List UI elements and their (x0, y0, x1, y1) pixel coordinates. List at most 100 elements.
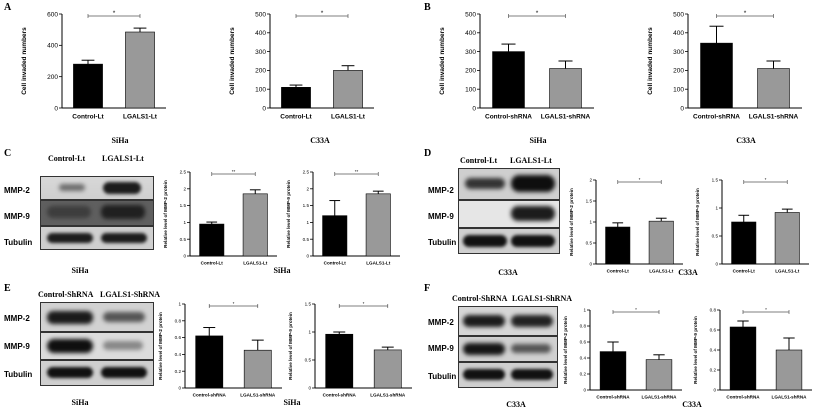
y-axis-label: Relative level of MMP-9 protein (286, 180, 291, 248)
y-tick-label: 200 (465, 68, 476, 75)
y-tick-label: 0.8 (175, 318, 182, 323)
y-tick-label: 300 (673, 49, 684, 56)
category-label: LGALS1-Lt (649, 269, 673, 274)
y-tick-label: 0.5 (586, 241, 593, 246)
panel-label-e: E (4, 283, 11, 294)
y-tick-label: 200 (47, 74, 58, 81)
category-label: LGALS1-Lt (331, 114, 366, 121)
bar (700, 42, 733, 109)
caption-e-blot: SiHa (71, 398, 89, 407)
y-axis-label: Relative level of MMP-2 protein (163, 180, 168, 248)
y-axis-label: Cell invaded numbers (439, 27, 446, 95)
chart-a-siha: Cell invaded numbers 0 200 400 600 Control-Lt… (21, 10, 166, 121)
blot-d-row-mmp9: MMP-9 (428, 212, 454, 221)
significance-marker: * (639, 177, 641, 182)
significance-marker: * (363, 301, 365, 306)
y-tick-label: 500 (465, 11, 476, 18)
chart-d-mmp9: Relative level of MMP-9 protein 0 0.5 1 1.5 C… (695, 177, 809, 274)
y-tick-label: 300 (465, 49, 476, 56)
bar (365, 193, 391, 257)
blot-c-row-mmp9: MMP-9 (4, 212, 30, 221)
category-label: LGALS1-shRNA (240, 393, 276, 398)
panel-label-f: F (424, 283, 431, 294)
y-tick-label: 1 (183, 220, 186, 225)
blot-d-lane-lgals1: LGALS1-Lt (510, 156, 552, 165)
bar (757, 68, 790, 109)
bar (242, 193, 268, 257)
chart-c-mmp2: Relative level of MMP-2 protein 0 0.5 1 1.5 2… (163, 169, 277, 266)
y-tick-label: 0 (262, 105, 266, 112)
blot-f-mmp9-band (458, 336, 558, 362)
y-tick-label: 400 (255, 30, 266, 37)
y-tick-label: 100 (465, 86, 476, 93)
blot-d: Control-Lt LGALS1-Lt MMP-2 MMP-9 Tubulin (424, 150, 564, 262)
blot-c-lane-control: Control-Lt (48, 154, 86, 163)
bar (333, 70, 363, 109)
blot-e-row-mmp9: MMP-9 (4, 342, 30, 351)
y-tick-label: 1 (308, 330, 311, 335)
caption-b-left: SiHa (529, 136, 547, 145)
category-label: LGALS1-shRNA (772, 395, 808, 400)
blot-d-row-mmp2: MMP-2 (428, 186, 454, 195)
category-label: Control-Lt (733, 269, 756, 274)
y-tick-label: 400 (465, 30, 476, 37)
bar (648, 220, 674, 265)
bar (199, 223, 225, 257)
y-tick-label: 2 (306, 186, 309, 191)
category-label: Control-Lt (201, 261, 224, 266)
y-tick-label: 0 (472, 105, 476, 112)
significance-marker: * (765, 307, 767, 312)
y-tick-label: 0.5 (180, 237, 187, 242)
blot-c-row-mmp2: MMP-2 (4, 186, 30, 195)
y-axis-label: Cell invaded numbers (229, 27, 236, 95)
category-label: Control-Lt (324, 261, 347, 266)
chart-f-mmp2: Relative level of MMP-2 protein 0 0.2 0.4 0.… (563, 307, 682, 400)
bar (599, 351, 627, 391)
blot-e-lane-control: Control-ShRNA (38, 290, 94, 299)
bar (243, 349, 272, 389)
y-tick-label: 0.6 (710, 328, 717, 333)
bar (549, 68, 582, 109)
significance-marker: * (635, 307, 637, 312)
chart-c-mmp9: Relative level of MMP-9 protein 0 0.5 1 1.5 2… (286, 169, 400, 266)
y-tick-label: 0.5 (303, 237, 310, 242)
bar (281, 87, 311, 109)
blot-c-mmp2-band (40, 176, 154, 200)
y-tick-label: 1.5 (180, 203, 187, 208)
blot-e-mmp9-band (40, 332, 154, 360)
category-label: LGALS1-shRNA (642, 395, 678, 400)
blot-f-row-mmp2: MMP-2 (428, 318, 454, 327)
caption-d-blot: C33A (498, 268, 518, 277)
blot-f-row-tubulin: Tubulin (428, 372, 457, 381)
significance-marker: * (765, 177, 767, 182)
y-tick-label: 0 (713, 388, 716, 393)
chart-e-mmp2: Relative level of MMP-2 protein 0 0.2 0.4 0.… (158, 301, 282, 398)
chart-f-mmp9: Relative level of MMP-9 protein 0 0.2 0.4 0.… (693, 307, 812, 400)
y-tick-label: 1 (583, 308, 586, 313)
caption-d-chart: C33A (678, 268, 698, 277)
y-tick-label: 0.2 (580, 372, 587, 377)
y-axis-label: Relative level of MMP-2 protein (158, 312, 163, 380)
caption-c-chart: SiHa (273, 266, 291, 275)
category-label: Control-Lt (280, 114, 312, 121)
caption-b-right: C33A (736, 136, 756, 145)
blot-e-row-mmp2: MMP-2 (4, 314, 30, 323)
y-tick-label: 0.4 (580, 356, 587, 361)
y-tick-label: 0.2 (710, 368, 717, 373)
category-label: LGALS1-shRNA (370, 393, 406, 398)
y-tick-label: 0 (54, 105, 58, 112)
y-tick-label: 0 (715, 262, 718, 267)
bar (325, 333, 354, 389)
y-axis-label: Relative level of MMP-9 protein (693, 316, 698, 384)
chart-b-siha: Cell invaded numbers 0 100 200 300 400 500 Cont… (439, 10, 594, 121)
category-label: Control-shRNA (323, 393, 357, 398)
y-tick-label: 0 (583, 388, 586, 393)
y-tick-label: 400 (47, 43, 58, 50)
bar (775, 349, 803, 391)
blot-e-row-tubulin: Tubulin (4, 370, 33, 379)
blot-c-tubulin-band (40, 226, 154, 250)
category-label: LGALS1-shRNA (749, 114, 799, 121)
y-tick-label: 2 (589, 178, 592, 183)
y-tick-label: 100 (673, 86, 684, 93)
blot-e-tubulin-band (40, 360, 154, 386)
